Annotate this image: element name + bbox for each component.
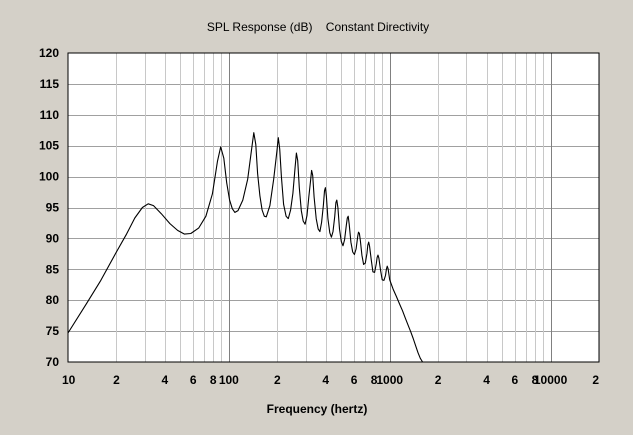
y-axis-tick-labels: 70 75 80 85 90 95 100 105 110 115 120 [39,46,59,369]
plot-area [67,52,600,363]
y-tick-label: 120 [39,46,59,60]
x-tick-label: 4 [162,373,169,387]
x-tick-label: 1000 [376,373,403,387]
plot-border [67,52,600,363]
y-tick-label: 95 [46,201,60,215]
x-tick-label: 2 [435,373,442,387]
x-tick-label: 6 [351,373,358,387]
y-tick-label: 115 [40,77,60,91]
x-axis-label: Frequency (hertz) [267,402,368,416]
x-tick-label: 10 [62,373,76,387]
y-tick-label: 105 [39,139,59,153]
y-tick-label: 110 [40,108,60,122]
x-tick-label: 2 [113,373,120,387]
x-tick-label: 8 [210,373,217,387]
x-tick-label: 8 [371,373,378,387]
y-tick-label: 90 [46,231,60,245]
x-tick-label: 2 [592,373,599,387]
y-tick-label: 70 [46,355,60,369]
x-tick-label: 2 [274,373,281,387]
x-tick-label: 6 [512,373,519,387]
x-tick-label: 4 [322,373,329,387]
y-tick-label: 80 [46,293,60,307]
y-tick-label: 75 [46,324,60,338]
grid-lines [68,53,600,362]
x-tick-label: 10000 [534,373,568,387]
series-layer [67,132,424,363]
y-tick-label: 85 [46,262,60,276]
spl-response-line [67,132,424,363]
y-tick-label: 100 [39,170,59,184]
x-tick-label: 100 [219,373,239,387]
x-tick-label: 6 [190,373,197,387]
x-tick-label: 4 [483,373,490,387]
x-tick-label: 8 [532,373,539,387]
chart-title: SPL Response (dB) Constant Directivity [207,20,429,34]
